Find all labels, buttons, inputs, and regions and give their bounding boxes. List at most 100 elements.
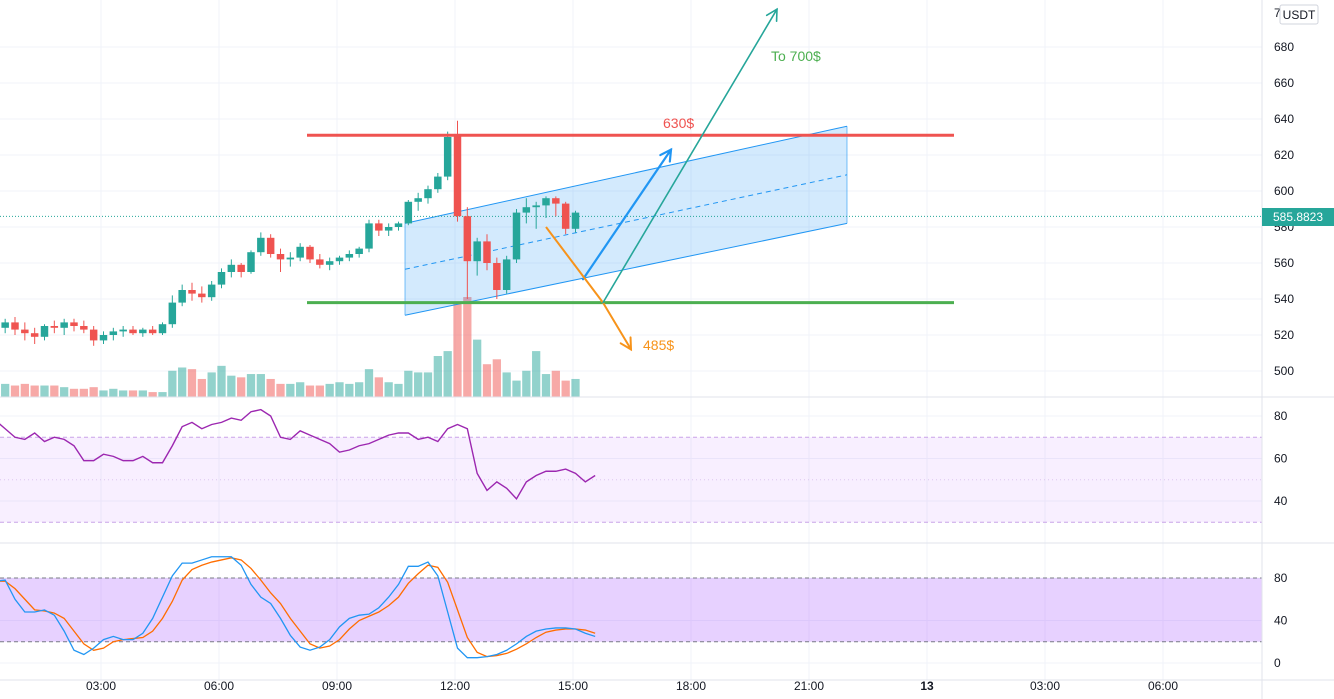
y-tick-label: 660 bbox=[1274, 76, 1294, 90]
volume-bar bbox=[355, 382, 364, 397]
volume-bar bbox=[512, 380, 521, 397]
volume-bar bbox=[276, 383, 285, 397]
volume-bar bbox=[109, 388, 118, 397]
candle-body bbox=[473, 241, 481, 262]
x-tick-label: 15:00 bbox=[558, 679, 588, 693]
volume-bar bbox=[433, 356, 442, 397]
stoch-y-tick-label: 0 bbox=[1274, 656, 1281, 670]
volume-bar bbox=[119, 390, 128, 397]
support-target-label: 485$ bbox=[643, 337, 674, 353]
x-tick-label: 12:00 bbox=[440, 679, 470, 693]
x-tick-label: 03:00 bbox=[1030, 679, 1060, 693]
bearish-path-segment bbox=[545, 226, 604, 304]
volume-bar bbox=[473, 339, 482, 397]
candle-body bbox=[198, 293, 206, 298]
volume-bar bbox=[364, 369, 374, 397]
rsi-line bbox=[0, 408, 596, 501]
bearish-arrow-head bbox=[619, 336, 633, 352]
volume-bar bbox=[40, 385, 49, 397]
volume-bar bbox=[404, 370, 413, 397]
x-tick-label: 06:00 bbox=[1148, 679, 1178, 693]
volume-bar bbox=[522, 370, 531, 397]
candle-body bbox=[119, 329, 127, 332]
y-tick-label: 640 bbox=[1274, 112, 1294, 126]
volume-bar bbox=[246, 374, 256, 397]
y-tick-label: 500 bbox=[1274, 364, 1294, 378]
candle-body bbox=[306, 246, 314, 260]
volume-bar bbox=[384, 382, 393, 397]
target-arrow-head bbox=[765, 7, 778, 22]
target-arrow bbox=[602, 8, 778, 304]
stoch-d-line bbox=[0, 557, 596, 658]
candle-body bbox=[404, 201, 413, 224]
candle-body bbox=[148, 329, 157, 334]
volume-bar bbox=[502, 372, 511, 397]
volume-bar bbox=[99, 390, 108, 397]
last-price-marker: 585.8823 bbox=[1262, 208, 1334, 226]
y-tick-label: 7 bbox=[1274, 6, 1281, 20]
candle-body bbox=[276, 254, 285, 260]
volume-bar bbox=[217, 365, 226, 397]
candle-body bbox=[345, 254, 354, 258]
candle-body bbox=[434, 176, 442, 190]
volume-bar bbox=[158, 392, 167, 397]
candle-body bbox=[502, 259, 511, 290]
candle-body bbox=[463, 216, 472, 262]
volume-bar bbox=[551, 370, 560, 397]
candle-body bbox=[247, 252, 255, 272]
candle-body bbox=[168, 302, 177, 325]
candle-body bbox=[60, 322, 68, 328]
volume-bar bbox=[286, 383, 295, 397]
volume-bar bbox=[266, 378, 275, 397]
volume-bar bbox=[20, 383, 29, 397]
candle-body bbox=[40, 326, 49, 337]
rsi-y-tick-label: 60 bbox=[1274, 452, 1288, 466]
y-tick-label: 560 bbox=[1274, 256, 1294, 270]
rsi-y-tick-label: 80 bbox=[1274, 409, 1288, 423]
y-tick-label: 680 bbox=[1274, 40, 1294, 54]
volume-bar bbox=[148, 392, 157, 397]
candle-body bbox=[296, 246, 304, 258]
volume-bar bbox=[10, 385, 20, 397]
y-tick-label: 600 bbox=[1274, 184, 1294, 198]
volume-bar bbox=[315, 385, 324, 397]
candle-body bbox=[30, 333, 39, 337]
stoch-band bbox=[0, 578, 1262, 642]
candle-body bbox=[532, 205, 540, 208]
price-axis-currency[interactable]: USDT bbox=[1279, 4, 1319, 25]
candle-body bbox=[571, 212, 580, 229]
candle-body bbox=[424, 189, 432, 199]
rsi-band bbox=[0, 437, 1262, 523]
candle-body bbox=[178, 290, 186, 303]
y-tick-label: 520 bbox=[1274, 328, 1294, 342]
candle-body bbox=[394, 223, 403, 227]
candle-body bbox=[11, 322, 19, 330]
y-tick-label: 620 bbox=[1274, 148, 1294, 162]
candle-body bbox=[443, 137, 452, 177]
volume-bar bbox=[443, 351, 452, 397]
candle-body bbox=[50, 326, 59, 328]
candle-body bbox=[217, 272, 226, 285]
candle-body bbox=[139, 329, 147, 334]
candle-body bbox=[99, 335, 108, 341]
x-tick-label: 09:00 bbox=[322, 679, 352, 693]
volume-bar bbox=[335, 382, 344, 397]
volume-bar bbox=[305, 385, 315, 397]
volume-bar bbox=[69, 388, 79, 397]
stoch-y-tick-label: 80 bbox=[1274, 571, 1288, 585]
candle-body bbox=[512, 212, 521, 260]
candle-body bbox=[227, 264, 236, 272]
currency-label: USDT bbox=[1283, 8, 1316, 22]
volume-bar bbox=[482, 364, 492, 397]
candle-body bbox=[21, 329, 29, 334]
candle-body bbox=[414, 198, 422, 202]
candle-body bbox=[453, 135, 462, 217]
volume-bar bbox=[30, 385, 39, 397]
volume-bar bbox=[138, 390, 147, 397]
candle-body bbox=[286, 257, 295, 260]
candle-body bbox=[80, 326, 88, 330]
candle-body bbox=[257, 237, 265, 253]
volume-bar bbox=[128, 390, 138, 397]
